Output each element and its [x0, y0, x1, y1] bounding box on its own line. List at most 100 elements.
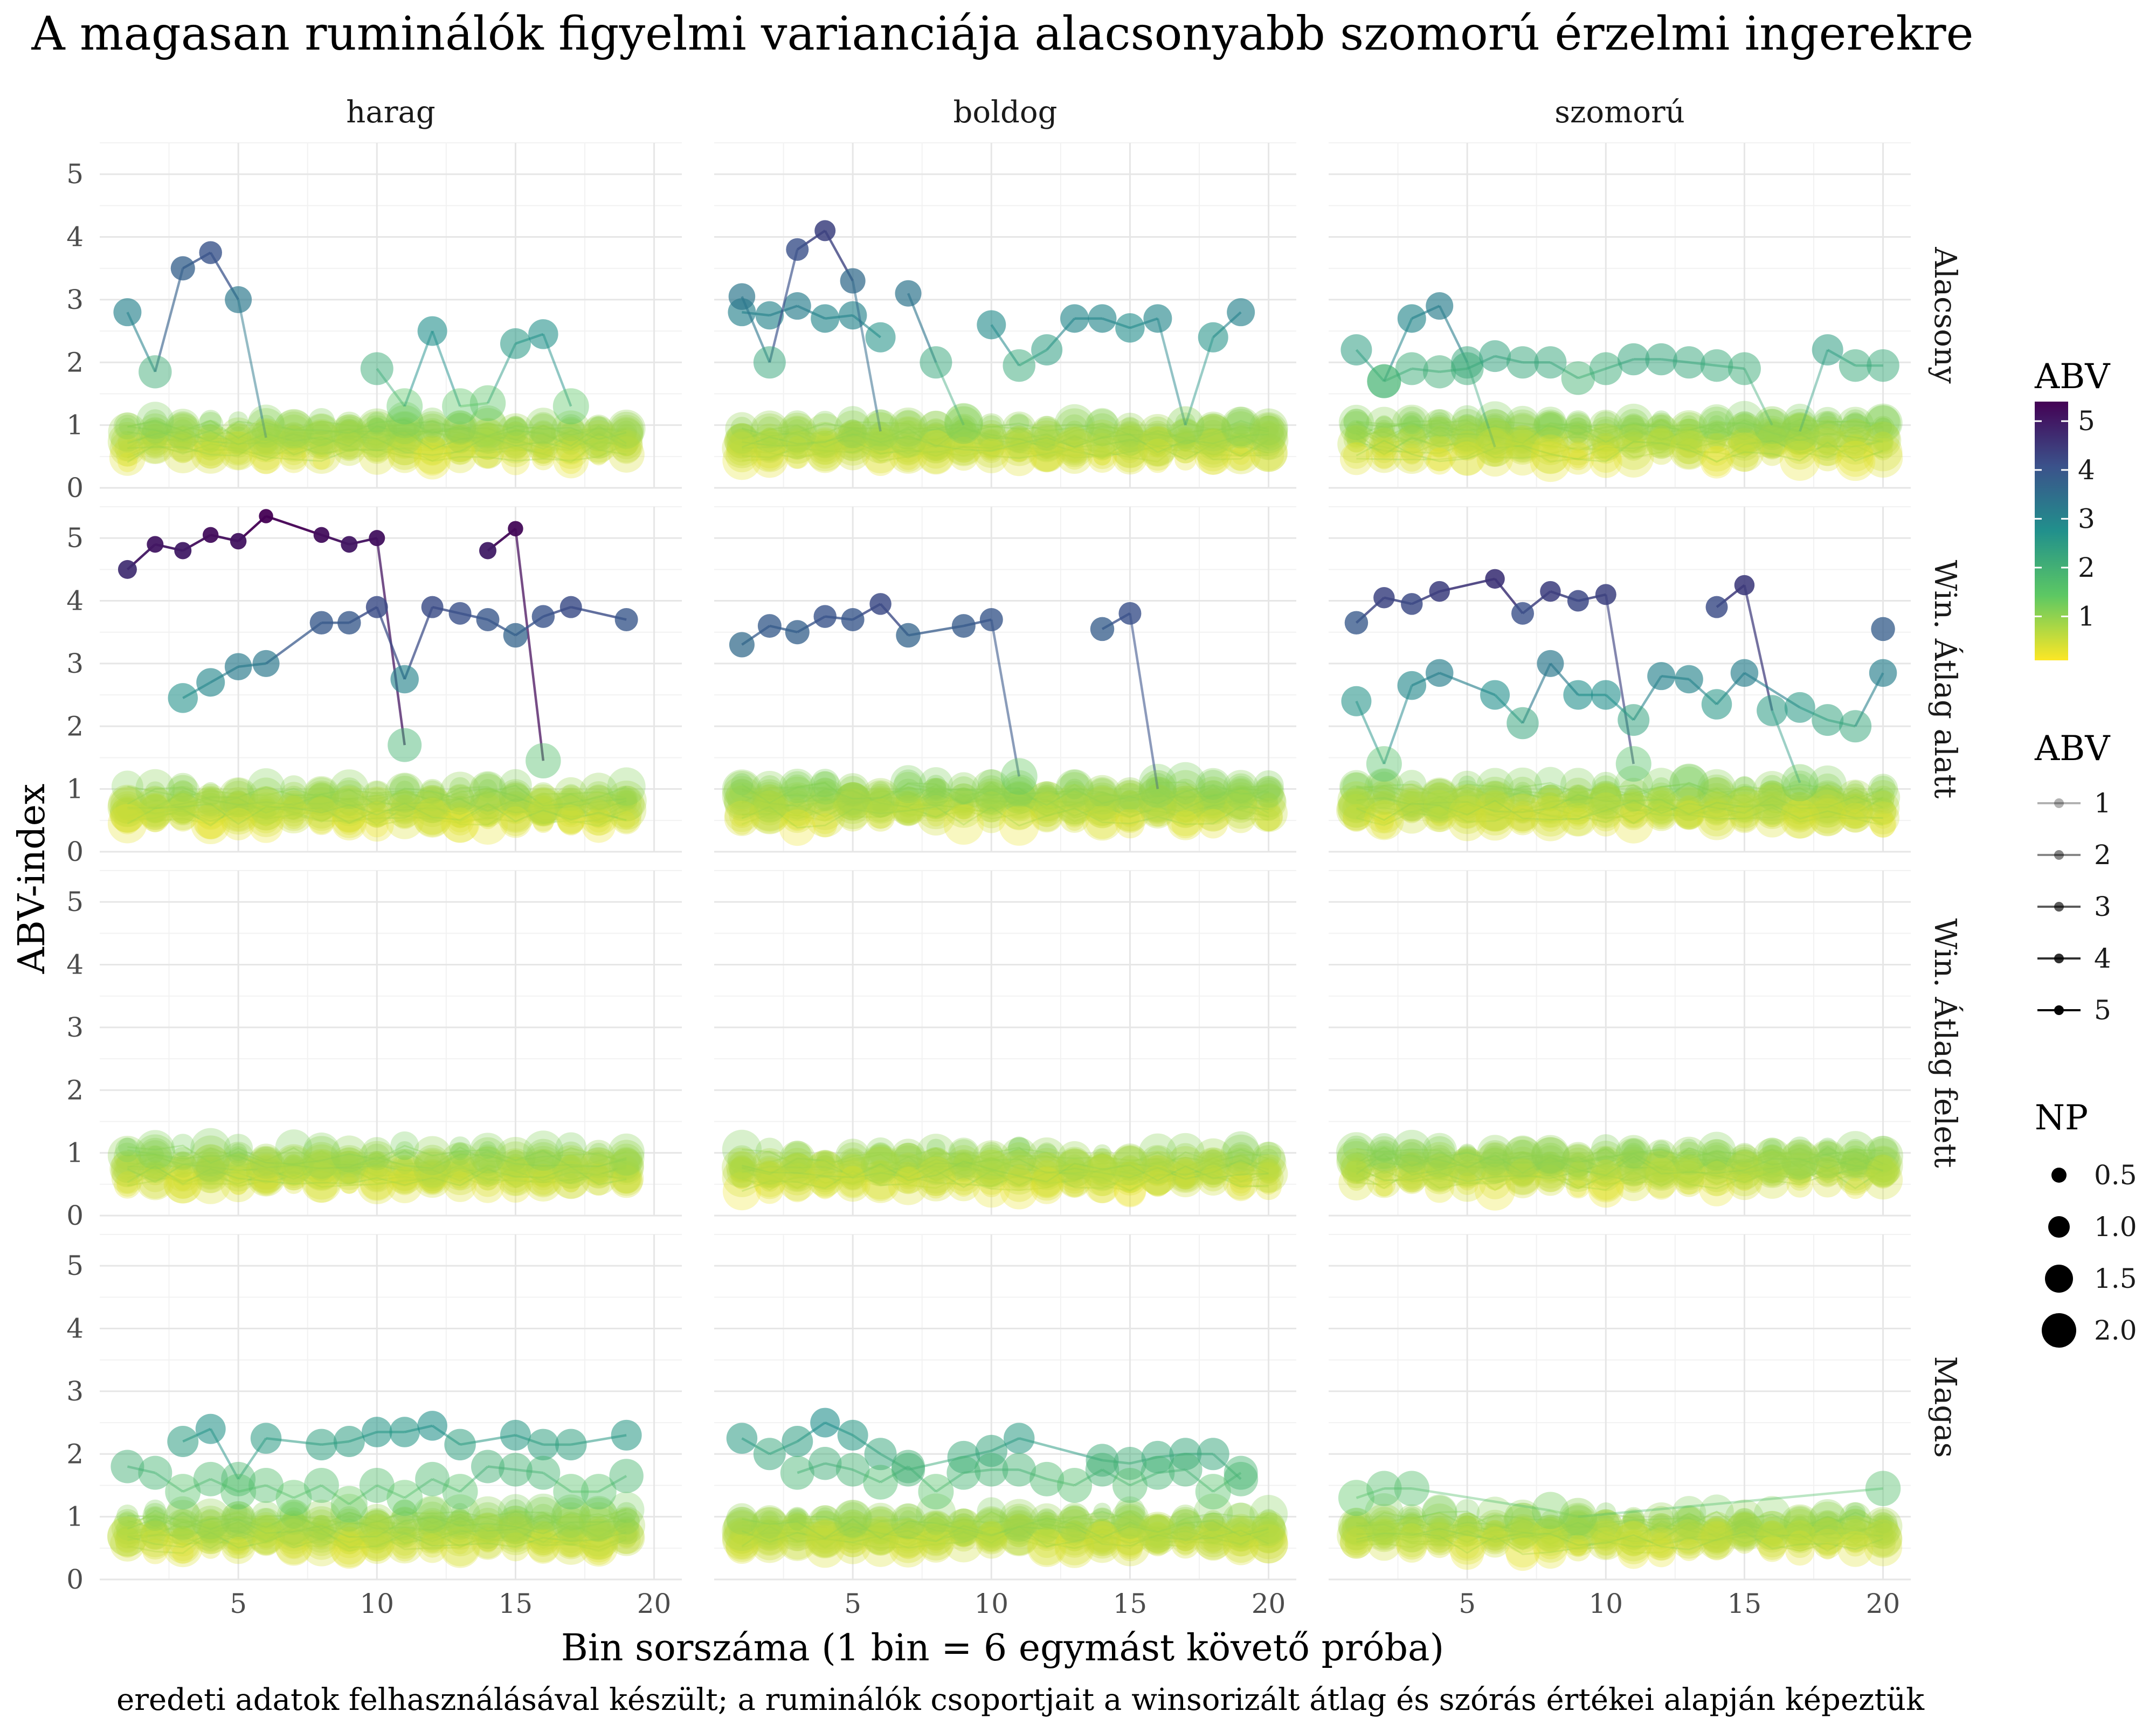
- background-point: [1232, 429, 1250, 447]
- data-point: [337, 611, 361, 635]
- data-point: [224, 653, 252, 680]
- background-point: [199, 410, 222, 432]
- background-point: [368, 1150, 386, 1169]
- background-point: [814, 430, 837, 453]
- background-point: [587, 417, 610, 440]
- background-point: [1624, 425, 1643, 445]
- data-point: [614, 608, 638, 631]
- background-point: [1112, 439, 1148, 475]
- background-point: [812, 439, 838, 465]
- legend-size-title: NP: [2035, 1098, 2088, 1138]
- data-point: [252, 650, 280, 677]
- background-point: [1863, 1519, 1903, 1558]
- background-point: [335, 1522, 364, 1551]
- background-point: [118, 1137, 137, 1157]
- background-point: [944, 422, 983, 461]
- data-point: [1534, 346, 1567, 379]
- background-point: [1812, 406, 1843, 437]
- background-point: [1652, 418, 1671, 437]
- background-point: [1371, 427, 1397, 454]
- background-point: [607, 409, 646, 448]
- background-point: [1421, 1142, 1457, 1178]
- background-point: [1005, 425, 1033, 454]
- data-point: [1812, 334, 1843, 365]
- background-point: [888, 416, 929, 457]
- data-point: [729, 632, 755, 658]
- background-point: [1228, 447, 1253, 471]
- background-point: [530, 421, 556, 447]
- background-point: [920, 430, 952, 461]
- colorbar-tick-label: 1: [2078, 601, 2095, 632]
- background-point: [174, 433, 192, 452]
- panel-0-0: 0 1 2 3 4 5 harag: [66, 95, 682, 503]
- background-point: [1725, 401, 1764, 440]
- background-point: [1484, 443, 1505, 464]
- background-line: [741, 433, 1269, 453]
- background-point: [1032, 1167, 1062, 1197]
- background-point: [722, 441, 762, 480]
- background-line: [742, 425, 1269, 448]
- background-line: [741, 424, 1269, 445]
- background-point: [778, 415, 816, 453]
- background-point: [1448, 795, 1487, 834]
- background-point: [1813, 443, 1842, 472]
- panel-3-2: 5 10 15 20 Magas: [1329, 1234, 1962, 1619]
- data-point: [195, 1413, 226, 1444]
- background-point: [1448, 437, 1487, 475]
- background-point: [1343, 409, 1369, 434]
- data-point: [609, 1459, 644, 1493]
- background-point: [174, 427, 192, 446]
- panel-1-1: [714, 506, 1296, 853]
- background-point: [980, 430, 1002, 451]
- background-point: [443, 410, 477, 444]
- background-point: [479, 427, 497, 446]
- background-point: [169, 426, 196, 453]
- background-point: [1779, 413, 1821, 455]
- background-point: [308, 443, 335, 470]
- background-point: [1597, 430, 1615, 448]
- background-line: [1356, 422, 1884, 445]
- background-point: [978, 434, 1005, 461]
- background-point: [1567, 423, 1588, 444]
- background-point: [1173, 438, 1198, 464]
- data-point: [230, 533, 247, 550]
- data-point: [1839, 349, 1872, 382]
- data-point: [388, 728, 422, 762]
- background-point: [1836, 406, 1874, 445]
- data-point: [869, 593, 892, 615]
- background-point: [555, 428, 588, 461]
- background-point: [1146, 450, 1169, 473]
- background-point: [417, 1501, 448, 1533]
- background-point: [834, 410, 872, 448]
- background-point: [750, 433, 789, 472]
- background-point: [303, 419, 340, 456]
- background-point: [1565, 412, 1592, 439]
- background-line: [127, 425, 627, 448]
- background-point: [894, 410, 922, 438]
- background-point: [1225, 778, 1257, 810]
- background-point: [617, 811, 635, 830]
- background-point: [1530, 434, 1570, 474]
- background-point: [1194, 413, 1232, 452]
- chart-title: A magasan ruminálók figyelmi varianciája…: [31, 7, 1973, 61]
- x-tick-label: 10: [1588, 1588, 1623, 1619]
- background-point: [1033, 424, 1060, 451]
- data-point: [1425, 659, 1454, 687]
- data-point: [1366, 746, 1402, 782]
- data-point: [1563, 680, 1593, 710]
- background-point: [1007, 438, 1031, 461]
- background-point: [1505, 440, 1540, 476]
- data-point: [1591, 680, 1621, 710]
- background-point: [421, 419, 443, 441]
- background-point: [502, 417, 529, 444]
- background-point: [115, 415, 140, 440]
- data-point: [1559, 1498, 1597, 1536]
- data-point: [840, 268, 866, 294]
- background-point: [1761, 434, 1784, 457]
- background-point: [1871, 416, 1895, 439]
- y-tick-label: 4: [66, 222, 84, 253]
- background-point: [1142, 427, 1173, 458]
- column-strip-label: boldog: [953, 95, 1058, 130]
- background-point: [110, 424, 144, 458]
- background-point: [1504, 426, 1541, 463]
